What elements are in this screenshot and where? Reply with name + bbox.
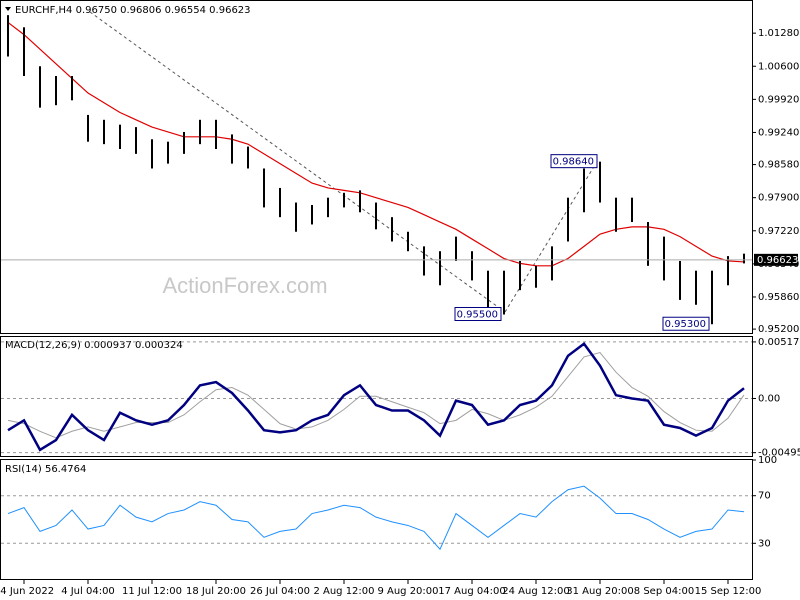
- y-tick-label: 0.97900: [758, 193, 799, 204]
- y-tick-label: 0.98580: [758, 160, 799, 171]
- current-price-box: [754, 253, 798, 266]
- x-tick-label: 11 Jul 12:00: [122, 586, 182, 597]
- price-panel: [0, 0, 753, 334]
- y-tick-label: 0.99920: [758, 94, 799, 105]
- y-tick-label: 0.005171: [758, 337, 800, 348]
- rsi-title: RSI(14) 56.4764: [5, 464, 86, 475]
- x-tick-label: 18 Jul 20:00: [186, 586, 246, 597]
- x-tick-label: 9 Aug 20:00: [377, 586, 438, 597]
- x-tick-label: 24 Jun 2022: [0, 586, 54, 597]
- annotation-label: 0.95300: [665, 319, 706, 330]
- rsi-line: [7, 485, 745, 551]
- y-tick-label: 1.00600: [758, 61, 799, 72]
- x-tick-label: 24 Aug 12:00: [502, 586, 569, 597]
- y-tick-label: 0.97220: [758, 226, 799, 237]
- x-tick-label: 31 Aug 20:00: [566, 586, 633, 597]
- menu-icon: [5, 7, 11, 11]
- annotation-box: [454, 307, 502, 322]
- x-tick-label: 2 Aug 12:00: [313, 586, 374, 597]
- y-tick-label: 0.95200: [758, 324, 799, 335]
- y-tick-label: -0.004954: [758, 448, 800, 459]
- x-tick-label: 15 Sep 12:00: [695, 586, 762, 597]
- y-tick-label: 1.01280: [758, 28, 799, 39]
- annotation-label: 0.95500: [457, 310, 498, 321]
- watermark: ActionForex.com: [162, 273, 327, 298]
- macd-title: MACD(12,26,9) 0.000937 0.000324: [5, 340, 183, 351]
- x-tick-label: 4 Jul 04:00: [61, 586, 115, 597]
- annotation-box: [550, 154, 598, 169]
- macd-line: [7, 342, 745, 452]
- y-tick-label: 0.00: [758, 393, 780, 404]
- x-tick-label: 26 Jul 04:00: [250, 586, 310, 597]
- macd-panel: [0, 336, 753, 457]
- current-price-label: 0.96623: [757, 255, 798, 266]
- x-tick-label: 17 Aug 04:00: [438, 586, 505, 597]
- y-tick-label: 30: [758, 538, 771, 549]
- y-tick-label: 0.99240: [758, 127, 799, 138]
- price-title: EURCHF,H4 0.96750 0.96806 0.96554 0.9662…: [15, 5, 251, 16]
- annotation-label: 0.98640: [553, 157, 594, 168]
- moving-average: [7, 21, 745, 267]
- y-tick-label: 0.95860: [758, 292, 799, 303]
- trend-line: [89, 11, 506, 313]
- y-tick-label: 70: [758, 491, 771, 502]
- annotation-box: [662, 316, 710, 331]
- x-tick-label: 8 Sep 04:00: [634, 586, 694, 597]
- signal-line: [7, 351, 745, 439]
- rsi-panel: [0, 459, 753, 580]
- y-tick-label: 100: [758, 455, 777, 466]
